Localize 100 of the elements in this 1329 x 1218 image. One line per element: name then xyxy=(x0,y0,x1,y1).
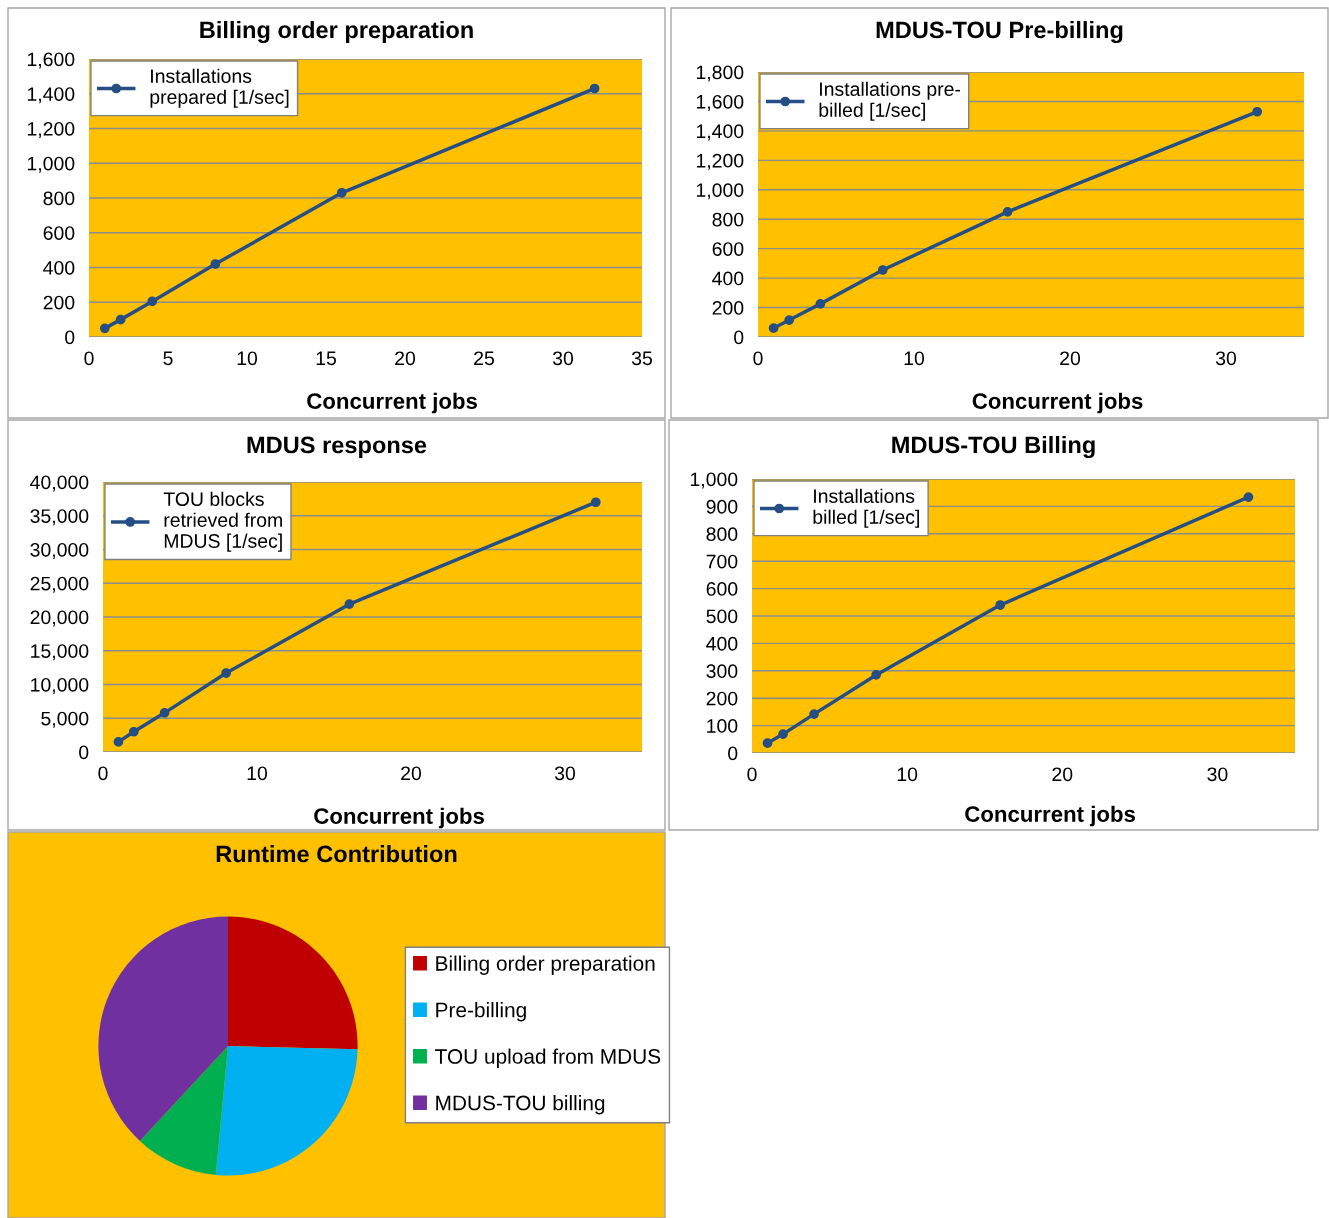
point xyxy=(336,187,347,198)
y-tick-label: 0 xyxy=(65,330,75,345)
point xyxy=(762,738,773,748)
y-tick-label: 1,000 xyxy=(696,183,744,200)
y-tick-label: 1,600 xyxy=(696,94,744,111)
point xyxy=(221,668,232,678)
pie-slice xyxy=(228,916,358,1050)
y-tick-label: 400 xyxy=(712,271,744,286)
y-tick-label: 40,000 xyxy=(30,475,89,492)
point xyxy=(1002,206,1013,217)
y-tick-label: 600 xyxy=(706,582,738,596)
point xyxy=(809,709,819,719)
y-tick-label: 1,400 xyxy=(27,87,75,104)
y-tick-label: 200 xyxy=(712,301,744,315)
point xyxy=(344,599,355,610)
legend-label: Pre-billing xyxy=(436,1002,526,1022)
x-tick-label: 20 xyxy=(401,766,422,781)
x-tick-label: 20 xyxy=(395,351,416,366)
x-tick-label: 10 xyxy=(247,766,268,781)
y-tick-label: 1,800 xyxy=(696,65,744,82)
pie-slice xyxy=(139,1046,228,1176)
x-tick-label: 30 xyxy=(552,351,574,366)
chart-title: MDUS-TOU Billing xyxy=(892,435,1095,459)
y-tick-label: 25,000 xyxy=(30,576,89,593)
point xyxy=(210,259,221,269)
y-tick-label: 700 xyxy=(706,554,738,569)
x-tick-label: 10 xyxy=(237,351,258,366)
x-tick-label: 30 xyxy=(1215,351,1237,366)
x-tick-label: 10 xyxy=(904,351,925,366)
pie-slice xyxy=(215,1046,358,1176)
legend-label: Billing order preparation xyxy=(436,955,655,975)
y-tick-label: 1,600 xyxy=(27,52,75,69)
legend-label: Installations pre- billed [1/sec] xyxy=(819,81,961,121)
point xyxy=(995,600,1006,610)
point xyxy=(1243,492,1254,502)
y-tick-label: 10,000 xyxy=(31,677,89,695)
y-tick-label: 400 xyxy=(706,636,738,651)
point xyxy=(115,314,126,325)
x-tick-label: 30 xyxy=(554,766,576,781)
y-tick-label: 200 xyxy=(706,691,738,706)
legend-label: Installations billed [1/sec] xyxy=(813,488,919,528)
x-tick-label: 35 xyxy=(631,351,652,366)
x-axis-title: Concurrent jobs xyxy=(972,392,1143,414)
y-tick-label: 30,000 xyxy=(30,542,89,560)
point xyxy=(768,323,779,334)
x-axis-title: Concurrent jobs xyxy=(307,392,477,414)
point xyxy=(877,265,888,275)
y-tick-label: 1,200 xyxy=(27,121,75,139)
y-tick-label: 800 xyxy=(712,212,744,227)
y-tick-label: 15,000 xyxy=(31,644,89,661)
x-axis-title: Concurrent jobs xyxy=(314,807,484,829)
chart-title: Runtime Contribution xyxy=(216,844,457,863)
point xyxy=(147,296,158,307)
legend-label: TOU blocks retrieved from MDUS [1/sec] xyxy=(163,491,282,552)
point xyxy=(778,729,788,739)
y-tick-label: 1,200 xyxy=(696,153,744,170)
y-tick-label: 35,000 xyxy=(30,509,89,526)
point xyxy=(871,670,881,680)
y-tick-label: 900 xyxy=(706,499,738,514)
x-tick-label: 0 xyxy=(98,766,108,781)
x-tick-label: 0 xyxy=(753,351,763,366)
x-tick-label: 15 xyxy=(316,351,336,366)
point xyxy=(589,83,600,94)
point xyxy=(590,497,601,508)
x-tick-label: 0 xyxy=(747,767,757,782)
y-tick-label: 1,000 xyxy=(690,472,738,489)
point xyxy=(99,323,110,334)
y-tick-label: 0 xyxy=(728,746,738,761)
point xyxy=(784,315,795,325)
legend-label: MDUS-TOU billing xyxy=(436,1095,605,1115)
y-tick-label: 600 xyxy=(712,242,744,256)
chart-title: Billing order preparation xyxy=(200,20,473,44)
y-tick-label: 800 xyxy=(43,191,75,206)
x-tick-label: 20 xyxy=(1052,767,1073,782)
y-tick-label: 800 xyxy=(706,527,738,542)
y-tick-label: 400 xyxy=(43,260,75,275)
y-tick-label: 0 xyxy=(734,330,744,345)
point xyxy=(128,726,139,737)
y-tick-label: 0 xyxy=(79,745,89,760)
pie-slice xyxy=(98,916,228,1142)
x-tick-label: 20 xyxy=(1060,351,1081,366)
x-tick-label: 5 xyxy=(163,351,173,366)
x-tick-label: 25 xyxy=(474,351,494,366)
y-tick-label: 600 xyxy=(43,226,75,240)
point xyxy=(113,737,124,747)
legend-label: TOU upload from MDUS xyxy=(435,1048,661,1068)
y-tick-label: 1,400 xyxy=(696,124,744,141)
x-axis-title: Concurrent jobs xyxy=(965,805,1135,827)
point xyxy=(815,299,826,309)
legend-label: Installations prepared [1/sec] xyxy=(150,68,289,108)
point xyxy=(159,707,170,718)
y-tick-label: 1,000 xyxy=(27,156,75,173)
x-tick-label: 30 xyxy=(1207,767,1228,782)
y-tick-label: 200 xyxy=(43,295,75,310)
y-tick-label: 300 xyxy=(706,664,738,679)
chart-title: MDUS-TOU Pre-billing xyxy=(876,20,1123,44)
chart-title: MDUS response xyxy=(247,436,427,458)
point xyxy=(1252,106,1263,117)
y-tick-label: 5,000 xyxy=(41,711,89,728)
x-tick-label: 10 xyxy=(897,767,918,782)
